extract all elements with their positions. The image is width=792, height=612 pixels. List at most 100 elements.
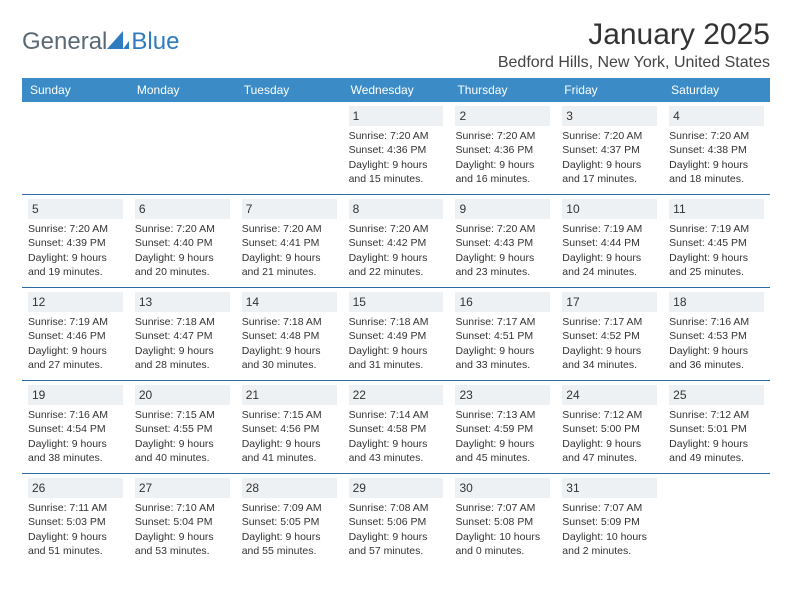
day-number: 2	[455, 106, 550, 126]
daylight-text: and 0 minutes.	[455, 544, 550, 558]
day-cell	[22, 102, 129, 194]
day-cell: 14Sunrise: 7:18 AMSunset: 4:48 PMDayligh…	[236, 288, 343, 380]
location: Bedford Hills, New York, United States	[498, 54, 770, 72]
sunrise-text: Sunrise: 7:16 AM	[669, 315, 764, 329]
day-number: 24	[562, 385, 657, 405]
daylight-text: and 31 minutes.	[349, 358, 444, 372]
daylight-text: Daylight: 9 hours	[669, 251, 764, 265]
logo-text-general: General	[22, 28, 107, 56]
day-cell: 4Sunrise: 7:20 AMSunset: 4:38 PMDaylight…	[663, 102, 770, 194]
sunset-text: Sunset: 4:39 PM	[28, 236, 123, 250]
day-cell: 11Sunrise: 7:19 AMSunset: 4:45 PMDayligh…	[663, 195, 770, 287]
daylight-text: and 36 minutes.	[669, 358, 764, 372]
day-number: 19	[28, 385, 123, 405]
logo: General Blue	[22, 18, 179, 56]
day-header-cell: Thursday	[449, 78, 556, 102]
sunset-text: Sunset: 4:43 PM	[455, 236, 550, 250]
daylight-text: Daylight: 9 hours	[242, 251, 337, 265]
sunrise-text: Sunrise: 7:13 AM	[455, 408, 550, 422]
day-number: 22	[349, 385, 444, 405]
day-cell: 26Sunrise: 7:11 AMSunset: 5:03 PMDayligh…	[22, 474, 129, 566]
sunset-text: Sunset: 5:03 PM	[28, 515, 123, 529]
sunrise-text: Sunrise: 7:14 AM	[349, 408, 444, 422]
day-number: 7	[242, 199, 337, 219]
daylight-text: Daylight: 9 hours	[455, 437, 550, 451]
daylight-text: and 19 minutes.	[28, 265, 123, 279]
day-number: 14	[242, 292, 337, 312]
sunset-text: Sunset: 5:04 PM	[135, 515, 230, 529]
daylight-text: Daylight: 9 hours	[669, 437, 764, 451]
daylight-text: and 47 minutes.	[562, 451, 657, 465]
day-number: 28	[242, 478, 337, 498]
sunrise-text: Sunrise: 7:18 AM	[242, 315, 337, 329]
sunset-text: Sunset: 4:46 PM	[28, 329, 123, 343]
day-cell	[236, 102, 343, 194]
sunset-text: Sunset: 4:47 PM	[135, 329, 230, 343]
day-header-cell: Saturday	[663, 78, 770, 102]
sunset-text: Sunset: 4:56 PM	[242, 422, 337, 436]
day-number: 3	[562, 106, 657, 126]
sunrise-text: Sunrise: 7:20 AM	[669, 129, 764, 143]
day-cell: 29Sunrise: 7:08 AMSunset: 5:06 PMDayligh…	[343, 474, 450, 566]
day-cell: 22Sunrise: 7:14 AMSunset: 4:58 PMDayligh…	[343, 381, 450, 473]
daylight-text: and 16 minutes.	[455, 172, 550, 186]
sunrise-text: Sunrise: 7:20 AM	[242, 222, 337, 236]
day-number: 9	[455, 199, 550, 219]
day-cell: 20Sunrise: 7:15 AMSunset: 4:55 PMDayligh…	[129, 381, 236, 473]
daylight-text: Daylight: 9 hours	[28, 530, 123, 544]
week-row: 19Sunrise: 7:16 AMSunset: 4:54 PMDayligh…	[22, 381, 770, 474]
day-cell	[129, 102, 236, 194]
sunset-text: Sunset: 5:06 PM	[349, 515, 444, 529]
sunset-text: Sunset: 4:58 PM	[349, 422, 444, 436]
daylight-text: Daylight: 9 hours	[135, 530, 230, 544]
daylight-text: Daylight: 9 hours	[349, 530, 444, 544]
daylight-text: Daylight: 9 hours	[135, 437, 230, 451]
sunrise-text: Sunrise: 7:17 AM	[562, 315, 657, 329]
sunrise-text: Sunrise: 7:18 AM	[349, 315, 444, 329]
day-header-cell: Wednesday	[343, 78, 450, 102]
day-header-cell: Tuesday	[236, 78, 343, 102]
day-cell: 17Sunrise: 7:17 AMSunset: 4:52 PMDayligh…	[556, 288, 663, 380]
day-cell: 1Sunrise: 7:20 AMSunset: 4:36 PMDaylight…	[343, 102, 450, 194]
sunrise-text: Sunrise: 7:12 AM	[562, 408, 657, 422]
day-number: 12	[28, 292, 123, 312]
sunset-text: Sunset: 4:48 PM	[242, 329, 337, 343]
day-number: 8	[349, 199, 444, 219]
daylight-text: Daylight: 9 hours	[28, 344, 123, 358]
day-cell: 18Sunrise: 7:16 AMSunset: 4:53 PMDayligh…	[663, 288, 770, 380]
sunset-text: Sunset: 5:05 PM	[242, 515, 337, 529]
day-cell: 28Sunrise: 7:09 AMSunset: 5:05 PMDayligh…	[236, 474, 343, 566]
day-cell: 31Sunrise: 7:07 AMSunset: 5:09 PMDayligh…	[556, 474, 663, 566]
daylight-text: and 57 minutes.	[349, 544, 444, 558]
daylight-text: Daylight: 9 hours	[242, 530, 337, 544]
day-cell: 12Sunrise: 7:19 AMSunset: 4:46 PMDayligh…	[22, 288, 129, 380]
sunrise-text: Sunrise: 7:20 AM	[349, 129, 444, 143]
day-number: 5	[28, 199, 123, 219]
daylight-text: and 25 minutes.	[669, 265, 764, 279]
sunset-text: Sunset: 4:41 PM	[242, 236, 337, 250]
sunset-text: Sunset: 5:08 PM	[455, 515, 550, 529]
sunrise-text: Sunrise: 7:15 AM	[242, 408, 337, 422]
sunrise-text: Sunrise: 7:11 AM	[28, 501, 123, 515]
daylight-text: and 21 minutes.	[242, 265, 337, 279]
day-cell: 30Sunrise: 7:07 AMSunset: 5:08 PMDayligh…	[449, 474, 556, 566]
sunrise-text: Sunrise: 7:20 AM	[349, 222, 444, 236]
daylight-text: and 43 minutes.	[349, 451, 444, 465]
daylight-text: and 17 minutes.	[562, 172, 657, 186]
day-number: 16	[455, 292, 550, 312]
day-number: 20	[135, 385, 230, 405]
daylight-text: and 38 minutes.	[28, 451, 123, 465]
daylight-text: Daylight: 9 hours	[455, 251, 550, 265]
day-cell: 27Sunrise: 7:10 AMSunset: 5:04 PMDayligh…	[129, 474, 236, 566]
day-number: 25	[669, 385, 764, 405]
sunset-text: Sunset: 4:36 PM	[455, 143, 550, 157]
daylight-text: Daylight: 9 hours	[669, 158, 764, 172]
day-number: 23	[455, 385, 550, 405]
sunrise-text: Sunrise: 7:20 AM	[135, 222, 230, 236]
week-row: 26Sunrise: 7:11 AMSunset: 5:03 PMDayligh…	[22, 474, 770, 566]
sunrise-text: Sunrise: 7:17 AM	[455, 315, 550, 329]
weeks-container: 1Sunrise: 7:20 AMSunset: 4:36 PMDaylight…	[22, 102, 770, 566]
daylight-text: and 22 minutes.	[349, 265, 444, 279]
sunset-text: Sunset: 4:54 PM	[28, 422, 123, 436]
sunset-text: Sunset: 4:52 PM	[562, 329, 657, 343]
